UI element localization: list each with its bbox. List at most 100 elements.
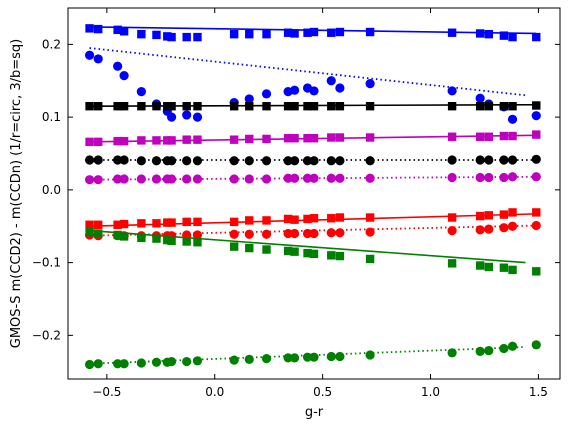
series-5-circle-point (113, 174, 123, 184)
series-1-circle-point (119, 71, 129, 81)
series-9-circle-point (289, 353, 300, 363)
series-4-circle-point (229, 156, 239, 166)
series-0-square-point (167, 32, 176, 42)
y-tick-label: 0.1 (42, 110, 61, 124)
series-8-square-point (508, 265, 517, 275)
series-5-circle-point (531, 172, 541, 182)
series-9-circle-point (302, 352, 313, 362)
series-9-circle-point (499, 343, 509, 354)
series-6-square-point (245, 216, 254, 225)
series-1-circle-point (309, 86, 319, 96)
series-9-circle-point (531, 340, 541, 350)
y-axis-label: GMOS-S m(CCD2) - m(CCDn) (1/r=circ, 3/b=… (9, 39, 24, 348)
series-1-circle-point (113, 61, 123, 71)
series-1-circle-point (244, 94, 254, 104)
series-4-circle-point (309, 156, 319, 166)
series-2-square-point (303, 102, 312, 111)
series-8-square-point (447, 259, 457, 268)
series-5-circle-point (484, 172, 494, 183)
series-8-square-point (245, 243, 254, 253)
series-7-circle-point (507, 221, 518, 231)
series-7-circle-point (484, 224, 494, 234)
series-9-circle-point (136, 358, 146, 368)
series-8-square-point (152, 234, 161, 243)
series-6-square-point (94, 220, 103, 229)
series-2-square-point (182, 102, 191, 111)
series-7-circle-point (335, 228, 345, 238)
series-8-square-point (335, 251, 345, 261)
series-8-square-point (303, 248, 312, 258)
series-3-square-point (484, 132, 493, 141)
series-3-square-point (290, 134, 299, 143)
series-6-square-point (262, 216, 271, 225)
series-1-circle-point (192, 112, 203, 122)
series-5-circle-point (499, 172, 509, 183)
series-1-circle-point (507, 114, 518, 124)
series-0-square-point (508, 32, 517, 42)
series-0-square-point (119, 27, 129, 36)
series-0-square-point (309, 27, 319, 37)
series-2-square-point (532, 101, 541, 110)
series-7-circle-point (365, 227, 375, 237)
series-5-circle-point (182, 174, 192, 184)
series-8-square-point (167, 236, 176, 245)
series-9-circle-point (326, 351, 336, 362)
series-0-square-point (152, 30, 161, 40)
series-9-circle-point (93, 359, 103, 369)
marker-layer (84, 24, 541, 370)
series-3-square-point (303, 134, 312, 143)
series-3-square-point (447, 132, 457, 141)
series-0-square-point (245, 29, 254, 39)
series-6-square-point (85, 220, 94, 229)
series-8-square-point (475, 261, 485, 270)
series-2-square-point (137, 102, 146, 111)
series-6-square-point (532, 208, 541, 217)
series-2-square-point (290, 102, 299, 111)
x-tick-label: 1.0 (421, 385, 440, 399)
x-tick-label: 1.5 (529, 385, 548, 399)
series-3-square-point (532, 130, 541, 139)
series-6-square-point (229, 217, 239, 227)
series-9-circle-point (119, 359, 129, 369)
series-5-circle-point (136, 174, 146, 184)
series-2-square-point (229, 102, 239, 111)
series-3-square-point (167, 136, 176, 145)
series-9-circle-point (365, 350, 375, 360)
series-3-square-point (327, 133, 336, 142)
y-tick-label: −0.1 (32, 256, 61, 270)
series-0-square-point (327, 28, 336, 37)
series-6-square-point (193, 217, 202, 227)
series-4-circle-point (507, 155, 518, 165)
series-9-circle-point (113, 359, 123, 369)
series-0-square-point (532, 32, 541, 42)
series-6-square-point (365, 213, 375, 222)
series-7-circle-point (244, 229, 254, 239)
series-6-square-point (163, 218, 172, 227)
series-9-circle-point (244, 354, 254, 364)
series-1-circle-point (261, 89, 272, 99)
series-4-circle-point (447, 155, 457, 165)
series-7-circle-point (289, 228, 300, 239)
series-3-square-point (229, 135, 239, 144)
series-4-circle-point (93, 155, 103, 165)
series-7-circle-point (229, 229, 239, 239)
series-8-square-point (262, 245, 271, 254)
series-1-circle-point (326, 76, 336, 86)
series-5-circle-point (84, 175, 95, 185)
series-7-circle-point (447, 226, 457, 236)
series-4-circle-point (113, 155, 123, 165)
series-1-circle-point (475, 93, 485, 103)
series-1-circle-point (531, 111, 541, 121)
y-tick-label: 0.0 (42, 183, 61, 197)
series-0-square-point (499, 31, 509, 40)
series-5-circle-point (192, 174, 203, 184)
series-9-circle-point (229, 355, 239, 365)
series-0-square-point (94, 24, 103, 34)
series-8-square-point (327, 251, 336, 260)
series-5-circle-point (151, 174, 162, 184)
series-9-circle-point (261, 354, 272, 364)
series-6-square-point (508, 208, 517, 217)
series-7-circle-point (531, 220, 541, 231)
series-3-square-point (335, 133, 345, 142)
series-6-square-point (475, 211, 485, 221)
